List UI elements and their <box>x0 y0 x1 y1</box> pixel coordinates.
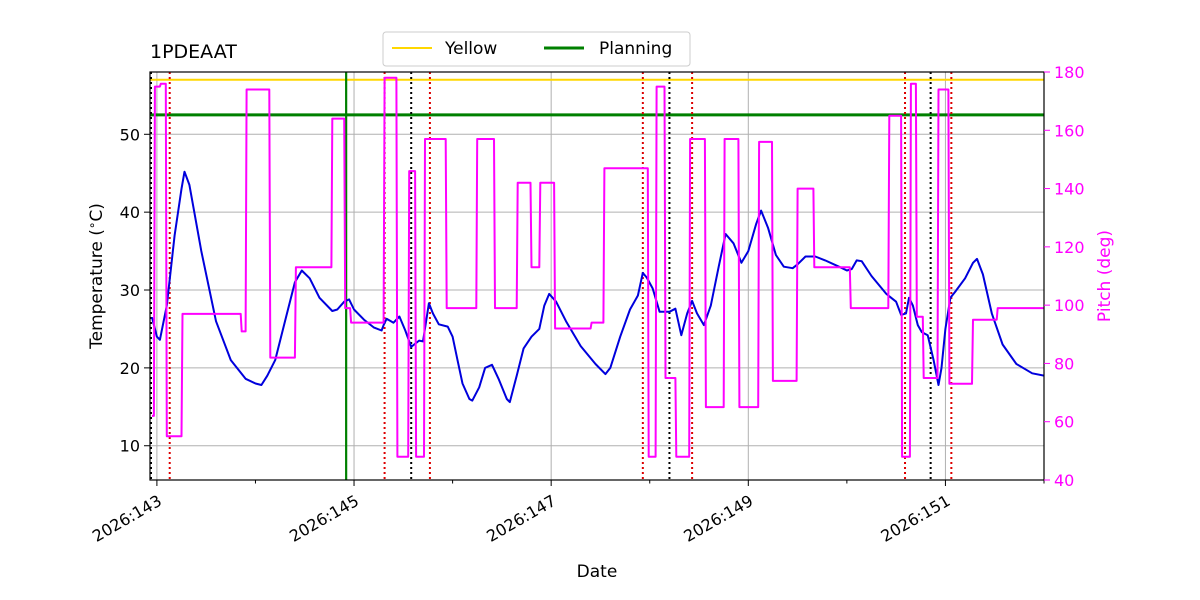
y-right-tick-label: 120 <box>1054 238 1085 257</box>
y-axis-left: 10 20 30 40 50 <box>120 125 150 456</box>
y-left-tick-label: 30 <box>120 281 140 300</box>
y-axis-left-label-unit: C) <box>87 203 107 222</box>
y-right-tick-label: 80 <box>1054 354 1074 373</box>
y-right-tick-label: 100 <box>1054 296 1085 315</box>
y-axis-left-label-prefix: Temperature ( <box>87 229 107 350</box>
legend: Yellow Planning <box>382 31 691 67</box>
legend-label-yellow: Yellow <box>444 39 497 59</box>
legend-box <box>382 31 691 67</box>
plot-frame <box>149 71 1045 481</box>
y-left-tick-label: 50 <box>120 125 140 144</box>
y-axis-right-label: Pitch (deg) <box>1095 230 1115 322</box>
y-right-tick-label: 140 <box>1054 180 1085 199</box>
grid <box>150 72 1044 480</box>
y-axis-left-label: Temperature (∘C) <box>85 203 107 350</box>
y-left-tick-label: 20 <box>120 359 140 378</box>
y-left-tick-label: 40 <box>120 203 140 222</box>
event-lines <box>150 72 953 480</box>
chart-title: 1PDEAAT <box>150 41 237 63</box>
legend-label-planning: Planning <box>599 39 672 59</box>
y-right-tick-label: 40 <box>1054 471 1074 490</box>
temperature-series-line <box>151 170 1044 404</box>
y-left-tick-label: 10 <box>120 437 140 456</box>
x-axis-label: Date <box>577 562 618 582</box>
y-right-tick-label: 180 <box>1054 63 1085 82</box>
pitch-series-line <box>152 76 1044 458</box>
y-right-tick-label: 160 <box>1054 121 1085 140</box>
degree-symbol: ∘ <box>85 222 99 230</box>
series <box>151 76 1044 458</box>
y-right-tick-label: 60 <box>1054 413 1074 432</box>
y-axis-right: 40 60 80 100 120 140 160 180 <box>1044 63 1085 490</box>
